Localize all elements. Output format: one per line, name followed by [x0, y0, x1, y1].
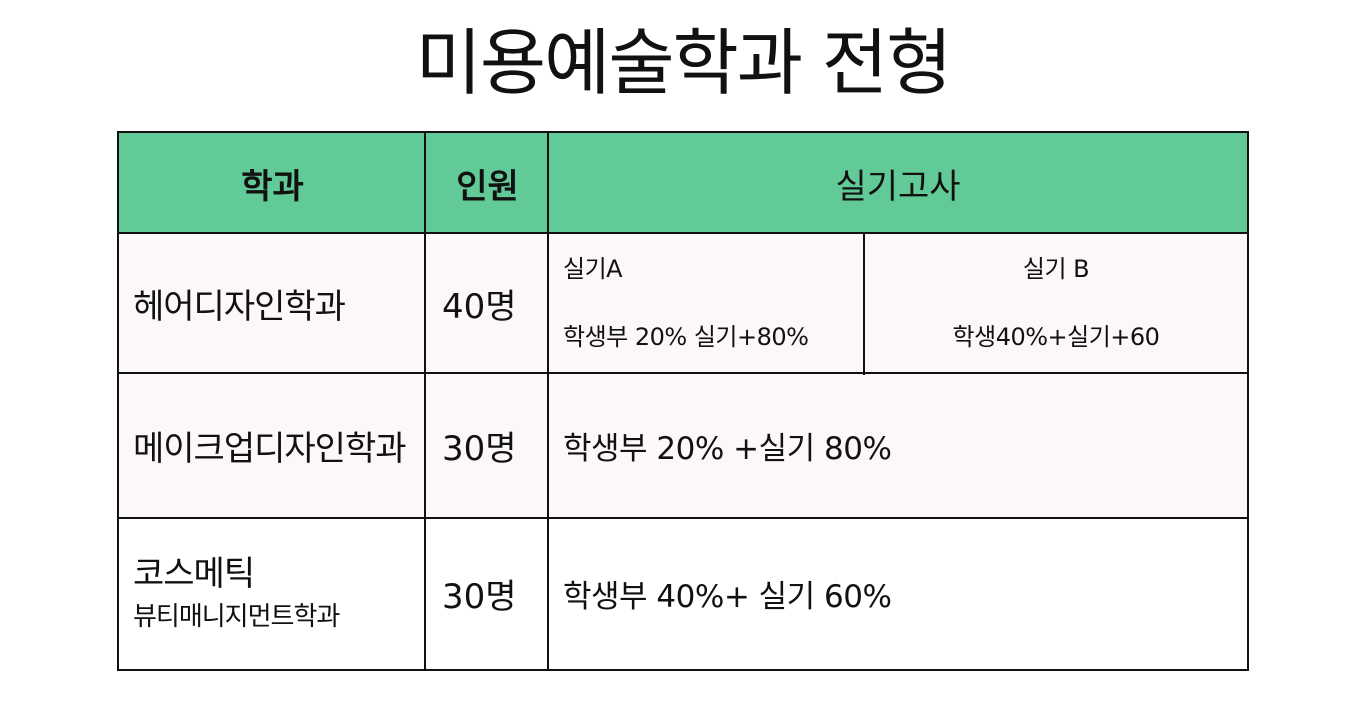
header-dept: 학과 [119, 133, 426, 233]
exam-a-label: 실기A [563, 255, 623, 283]
dept-makeup: 메이크업디자인학과 [133, 429, 407, 469]
exam-b-label: 실기 B [1022, 255, 1090, 283]
exam-makeup: 학생부 20% +실기 80% [563, 431, 892, 467]
page-title: 미용예술학과 전형 [415, 21, 953, 105]
count-hair: 40명 [442, 286, 517, 327]
header-count: 인원 [426, 133, 549, 233]
exam-b-ratio: 학생40%+실기+60 [952, 323, 1160, 351]
count-makeup: 30명 [442, 429, 517, 469]
exam-b: 실기 B 학생40%+실기+60 [865, 233, 1247, 373]
dept-cosmetic-line2: 뷰티매니지먼트학과 [133, 602, 340, 632]
divider-v3 [863, 233, 865, 375]
row-bg-2 [119, 373, 1247, 518]
divider-v2 [547, 133, 549, 669]
count-cosmetic: 30명 [442, 577, 517, 617]
divider-h2 [119, 372, 1247, 374]
row-bg-1 [119, 233, 1247, 373]
divider-v1 [424, 133, 426, 669]
exam-a: 실기A 학생부 20% 실기+80% [549, 233, 863, 373]
header-exam: 실기고사 [549, 133, 1247, 233]
admission-table: 학과 인원 실기고사 헤어디자인학과 40명 실기A 학생부 20% 실기+80… [117, 131, 1249, 671]
dept-cosmetic-line1: 코스메틱 [133, 554, 255, 594]
divider-h1 [119, 232, 1247, 234]
exam-cosmetic: 학생부 40%+ 실기 60% [563, 579, 892, 615]
dept-hair: 헤어디자인학과 [133, 286, 346, 327]
dept-cosmetic: 코스메틱 뷰티매니지먼트학과 [119, 518, 426, 669]
divider-h3 [119, 517, 1247, 519]
exam-a-ratio: 학생부 20% 실기+80% [563, 323, 809, 351]
